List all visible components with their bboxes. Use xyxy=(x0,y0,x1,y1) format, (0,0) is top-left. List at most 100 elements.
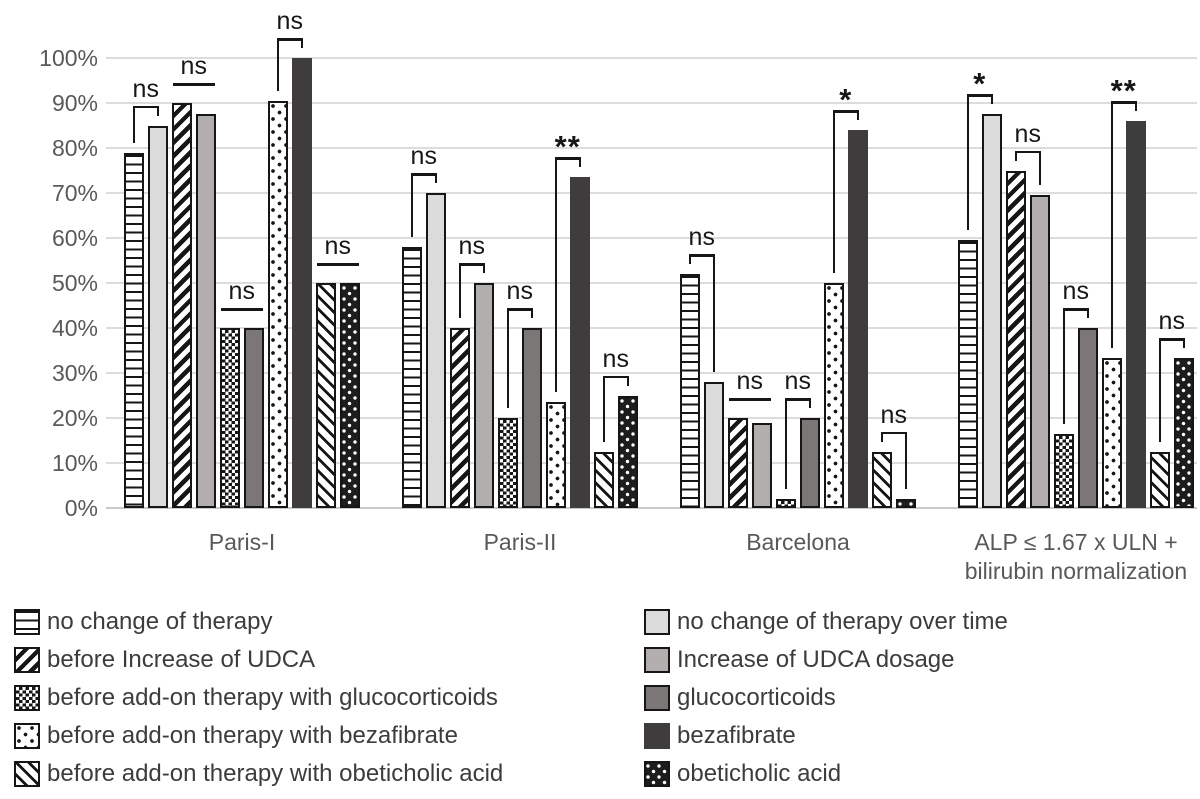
significance-bracket-line xyxy=(410,173,437,176)
significance-bracket-leg xyxy=(712,254,715,372)
gridline xyxy=(106,372,1197,374)
gridline xyxy=(106,237,1197,239)
bar-before-obeticholic-1 xyxy=(594,451,614,508)
legend-item-before-glucocorticoids: before add-on therapy with glucocorticoi… xyxy=(14,683,498,713)
significance-bracket-line xyxy=(554,157,581,160)
significance-bracket-leg xyxy=(626,375,629,386)
significance-bracket-leg xyxy=(784,398,787,489)
bar-obeticholic-0 xyxy=(340,283,360,508)
bar-before-obeticholic-2 xyxy=(872,451,892,508)
legend-label: before add-on therapy with glucocorticoi… xyxy=(47,684,498,711)
gridline xyxy=(106,57,1197,59)
bar-no-change-0 xyxy=(124,152,144,508)
legend-item-no-change-over-time: no change of therapy over time xyxy=(644,607,1008,637)
legend-item-before-bezafibrate: before add-on therapy with bezafibrate xyxy=(14,721,458,751)
bar-no-change-over-time-0 xyxy=(148,125,168,508)
bar-bezafibrate-2 xyxy=(848,130,868,508)
legend-swatch-black-with-white-dots xyxy=(644,761,670,787)
bar-bezafibrate-1 xyxy=(570,177,590,508)
significance-label: ns xyxy=(880,400,907,429)
significance-label: ns xyxy=(506,277,533,305)
significance-bracket-leg xyxy=(554,157,557,393)
y-axis-tick-label: 90% xyxy=(51,90,98,116)
significance-label: ** xyxy=(1110,73,1137,108)
legend-label: Increase of UDCA dosage xyxy=(677,646,955,673)
bar-no-change-3 xyxy=(958,240,978,508)
gridline xyxy=(106,417,1197,419)
significance-bracket-leg xyxy=(410,173,413,237)
gridline xyxy=(106,327,1197,329)
gridline xyxy=(106,462,1197,464)
bar-before-bezafibrate-0 xyxy=(268,100,288,508)
bar-before-glucocorticoids-1 xyxy=(498,418,518,508)
legend-label: no change of therapy over time xyxy=(677,608,1008,635)
significance-label: ns xyxy=(1014,119,1041,148)
y-axis-tick-label: 30% xyxy=(51,360,98,386)
significance-bracket-leg xyxy=(856,110,859,120)
gridline xyxy=(106,147,1197,149)
bar-no-change-1 xyxy=(402,247,422,508)
significance-bracket-line xyxy=(1014,150,1041,153)
significance-label: ns xyxy=(784,367,811,395)
bar-bezafibrate-3 xyxy=(1126,121,1146,508)
bar-bezafibrate-0 xyxy=(292,58,312,508)
significance-bracket-line xyxy=(458,263,485,266)
legend-swatch-solid-charcoal xyxy=(644,723,670,749)
significance-bracket-leg xyxy=(156,105,159,116)
bar-glucocorticoids-0 xyxy=(244,328,264,508)
bar-no-change-2 xyxy=(680,274,700,508)
bar-obeticholic-1 xyxy=(618,395,638,508)
significance-label: * xyxy=(973,66,987,102)
bar-before-obeticholic-3 xyxy=(1150,451,1170,508)
significance-bracket-line xyxy=(1158,338,1185,341)
bar-udca-increase-2 xyxy=(752,422,772,508)
significance-label: ns xyxy=(1158,307,1185,336)
legend-label: obeticholic acid xyxy=(677,760,842,787)
significance-bracket-leg xyxy=(458,263,461,318)
significance-label: ns xyxy=(276,7,303,35)
bar-before-glucocorticoids-0 xyxy=(220,328,240,508)
legend-label: before Increase of UDCA xyxy=(47,646,316,673)
significance-label: * xyxy=(839,82,853,117)
legend-label: no change of therapy xyxy=(47,608,273,635)
bar-obeticholic-3 xyxy=(1174,358,1194,508)
significance-label: ns xyxy=(228,277,255,305)
significance-bracket-leg xyxy=(530,308,533,318)
significance-bracket-line xyxy=(172,83,215,86)
significance-bracket-leg xyxy=(1062,308,1065,424)
significance-bracket-line xyxy=(832,110,859,113)
y-axis-tick-label: 100% xyxy=(39,45,98,71)
significance-bracket-leg xyxy=(1134,101,1137,111)
significance-label: ns xyxy=(324,232,351,260)
gridline xyxy=(106,192,1197,194)
significance-bracket-line xyxy=(880,431,907,435)
significance-bracket-leg xyxy=(966,94,969,231)
significance-bracket-line xyxy=(1110,101,1137,104)
bar-udca-increase-1 xyxy=(474,283,494,508)
significance-bracket-line xyxy=(602,375,629,378)
significance-bracket-leg xyxy=(1086,308,1089,318)
bar-before-udca-increase-0 xyxy=(172,103,192,508)
legend-item-udca-increase: Increase of UDCA dosage xyxy=(644,645,955,675)
legend-swatch-dense-dot-checker xyxy=(14,685,40,711)
category-label: Paris-II xyxy=(483,529,557,555)
significance-label: ns xyxy=(736,367,763,395)
y-axis-tick-label: 70% xyxy=(51,180,98,206)
bar-before-bezafibrate-1 xyxy=(546,402,566,508)
legend-swatch-horizontal-stripes xyxy=(14,609,40,635)
significance-label: ns xyxy=(602,344,629,373)
significance-label: ** xyxy=(554,129,581,165)
significance-label: ns xyxy=(410,142,437,170)
significance-bracket-line xyxy=(132,105,159,108)
significance-bracket-leg xyxy=(482,263,485,273)
y-axis-tick-label: 50% xyxy=(51,270,98,296)
bar-before-udca-increase-1 xyxy=(450,328,470,508)
y-axis-tick-label: 60% xyxy=(51,225,98,251)
significance-bracket-leg xyxy=(880,431,883,442)
significance-bracket-leg xyxy=(434,173,437,183)
legend-swatch-solid-light-gray xyxy=(644,609,670,635)
category-label: ALP ≤ 1.67 x ULN + bilirubin normalizati… xyxy=(964,529,1188,584)
significance-bracket-leg xyxy=(1110,101,1113,349)
legend-item-no-change: no change of therapy xyxy=(14,607,273,637)
